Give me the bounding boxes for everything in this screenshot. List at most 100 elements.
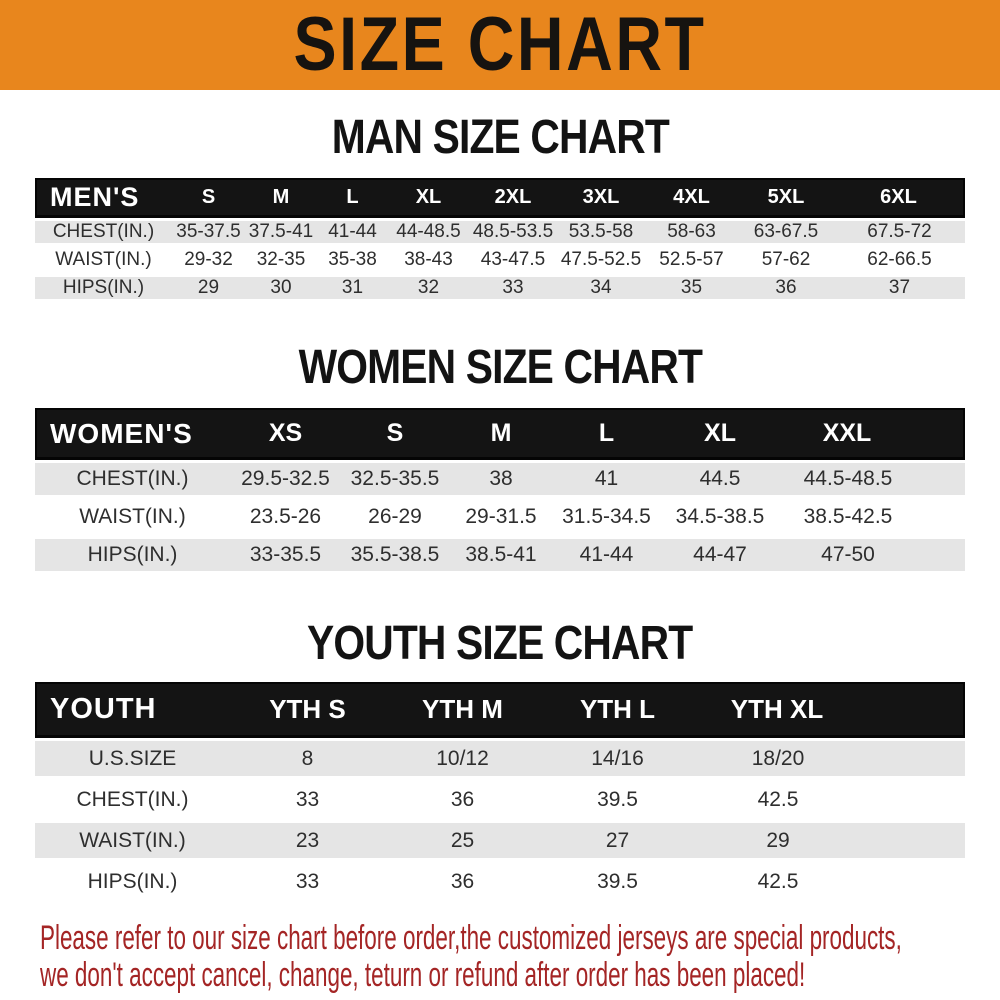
row-label-cell: WAIST(IN.) bbox=[79, 505, 186, 528]
size-col-header: L bbox=[317, 178, 388, 218]
size-cell: 67.5-72 bbox=[834, 218, 965, 246]
size-col-header: YTH XL bbox=[695, 682, 965, 738]
size-cell: 37 bbox=[834, 274, 965, 302]
size-cell: 38 bbox=[449, 460, 553, 498]
man-section-title-text: MAN SIZE CHART bbox=[331, 111, 669, 164]
size-cell: 41-44 bbox=[553, 536, 660, 574]
size-cell: 33 bbox=[295, 869, 320, 893]
women-waist-row: WAIST(IN.) 23.5-26 26-29 29-31.5 31.5-34… bbox=[35, 498, 965, 536]
youth-chest-row: CHEST(IN.) 33 36 39.5 42.5 bbox=[35, 779, 965, 820]
youth-header-row: YOUTH YTH S YTH M YTH L YTH XL bbox=[35, 682, 965, 738]
size-cell: 29-31.5 bbox=[465, 505, 537, 528]
men-size-table: MEN'S S M L XL 2XL 3XL 4XL 5XL 6XL CHEST… bbox=[35, 178, 965, 302]
size-cell: 35-37.5 bbox=[172, 218, 245, 246]
men-waist-row: WAIST(IN.) 29-32 32-35 35-38 38-43 43-47… bbox=[35, 246, 965, 274]
size-cell: 10/12 bbox=[385, 738, 540, 779]
banner-title: SIZE CHART bbox=[293, 2, 707, 87]
men-header-row: MEN'S S M L XL 2XL 3XL 4XL 5XL 6XL bbox=[35, 178, 965, 218]
youth-waist-row: WAIST(IN.) 23 25 27 29 bbox=[35, 820, 965, 861]
size-col-header: S bbox=[172, 178, 245, 218]
size-cell: 33-35.5 bbox=[230, 536, 341, 574]
size-cell: 23 bbox=[230, 820, 385, 861]
row-label-cell: CHEST(IN.) bbox=[76, 787, 189, 811]
size-cell: 39.5 bbox=[597, 869, 638, 893]
size-cell: 14/16 bbox=[540, 738, 695, 779]
size-cell: 44-47 bbox=[660, 536, 780, 574]
men-hips-row: HIPS(IN.) 29 30 31 32 33 34 35 36 37 bbox=[35, 274, 965, 302]
size-col-header: L bbox=[553, 408, 660, 460]
youth-section-title: YOUTH SIZE CHART bbox=[0, 620, 1000, 668]
size-cell: 36 bbox=[738, 274, 834, 302]
size-col-header: M bbox=[449, 408, 553, 460]
size-col-header: YTH L bbox=[540, 682, 695, 738]
order-notice: Please refer to our size chart before or… bbox=[40, 920, 1000, 994]
size-col-header: YTH M bbox=[385, 682, 540, 738]
size-cell: 47-50 bbox=[780, 536, 965, 574]
size-cell: 63-67.5 bbox=[738, 218, 834, 246]
size-cell: 31.5-34.5 bbox=[562, 505, 651, 528]
size-cell: 26-29 bbox=[368, 505, 422, 528]
youth-hips-row: HIPS(IN.) 33 36 39.5 42.5 bbox=[35, 861, 965, 902]
size-col-header: M bbox=[245, 178, 317, 218]
row-label-cell: CHEST(IN.) bbox=[35, 218, 172, 246]
youth-size-table: YOUTH YTH S YTH M YTH L YTH XL U.S.SIZE … bbox=[35, 682, 965, 902]
size-cell: 35 bbox=[645, 274, 738, 302]
women-hips-row: HIPS(IN.) 33-35.5 35.5-38.5 38.5-41 41-4… bbox=[35, 536, 965, 574]
row-label-cell: CHEST(IN.) bbox=[35, 460, 230, 498]
size-cell: 39.5 bbox=[597, 787, 638, 811]
size-cell: 29 bbox=[695, 820, 965, 861]
size-cell: 48.5-53.5 bbox=[469, 218, 557, 246]
row-label-cell: HIPS(IN.) bbox=[35, 536, 230, 574]
women-section-title: WOMEN SIZE CHART bbox=[0, 344, 1000, 392]
size-cell: 34 bbox=[557, 274, 645, 302]
men-chest-row: CHEST(IN.) 35-37.5 37.5-41 41-44 44-48.5… bbox=[35, 218, 965, 246]
row-label-cell: U.S.SIZE bbox=[35, 738, 230, 779]
size-cell: 36 bbox=[450, 787, 475, 811]
size-cell: 33 bbox=[469, 274, 557, 302]
women-group-label: WOMEN'S bbox=[35, 408, 230, 460]
size-cell: 29-32 bbox=[184, 249, 233, 270]
youth-ussize-row: U.S.SIZE 8 10/12 14/16 18/20 bbox=[35, 738, 965, 779]
size-cell: 32 bbox=[388, 274, 469, 302]
size-cell: 35-38 bbox=[328, 249, 377, 270]
size-cell: 25 bbox=[385, 820, 540, 861]
size-cell: 23.5-26 bbox=[249, 505, 322, 528]
size-col-header: XL bbox=[388, 178, 469, 218]
size-cell: 31 bbox=[317, 274, 388, 302]
size-cell: 52.5-57 bbox=[659, 249, 724, 270]
size-cell: 27 bbox=[540, 820, 695, 861]
size-cell: 8 bbox=[230, 738, 385, 779]
men-group-label: MEN'S bbox=[35, 178, 172, 218]
size-cell: 38.5-42.5 bbox=[803, 505, 893, 528]
size-cell: 18/20 bbox=[695, 738, 965, 779]
women-size-table: WOMEN'S XS S M L XL XXL CHEST(IN.) 29.5-… bbox=[35, 408, 965, 574]
size-cell: 42.5 bbox=[757, 787, 799, 811]
size-cell: 33 bbox=[295, 787, 320, 811]
size-cell: 29.5-32.5 bbox=[230, 460, 341, 498]
size-cell: 41-44 bbox=[317, 218, 388, 246]
banner: SIZE CHART bbox=[0, 0, 1000, 90]
size-cell: 43-47.5 bbox=[480, 249, 546, 270]
size-cell: 53.5-58 bbox=[557, 218, 645, 246]
size-cell: 62-66.5 bbox=[867, 249, 932, 270]
women-header-row: WOMEN'S XS S M L XL XXL bbox=[35, 408, 965, 460]
size-cell: 32.5-35.5 bbox=[341, 460, 449, 498]
size-col-header: 2XL bbox=[469, 178, 557, 218]
size-cell: 36 bbox=[450, 869, 475, 893]
size-cell: 32-35 bbox=[256, 249, 306, 270]
size-col-header: YTH S bbox=[230, 682, 385, 738]
size-cell: 37.5-41 bbox=[245, 218, 317, 246]
size-col-header: 4XL bbox=[645, 178, 738, 218]
youth-section-title-text: YOUTH SIZE CHART bbox=[307, 617, 693, 670]
size-cell: 44.5-48.5 bbox=[780, 460, 965, 498]
size-cell: 34.5-38.5 bbox=[675, 505, 765, 528]
size-col-header: XS bbox=[230, 408, 341, 460]
row-label-cell: WAIST(IN.) bbox=[55, 249, 152, 270]
size-cell: 44-48.5 bbox=[388, 218, 469, 246]
size-col-header: XXL bbox=[780, 408, 965, 460]
size-cell: 35.5-38.5 bbox=[341, 536, 449, 574]
size-col-header: 5XL bbox=[738, 178, 834, 218]
man-section-title: MAN SIZE CHART bbox=[0, 114, 1000, 162]
women-chest-row: CHEST(IN.) 29.5-32.5 32.5-35.5 38 41 44.… bbox=[35, 460, 965, 498]
